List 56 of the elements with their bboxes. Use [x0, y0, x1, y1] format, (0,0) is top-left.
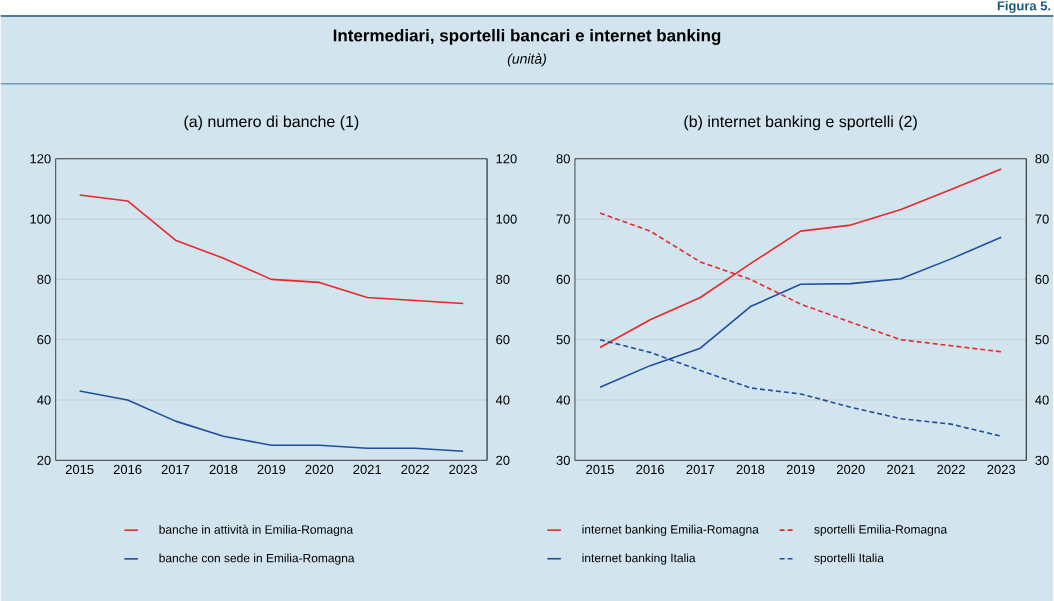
y2-tick-label: 80	[496, 274, 510, 284]
y2-tick-label: 60	[1035, 274, 1049, 284]
y2-tick-label: 40	[1035, 395, 1049, 405]
x-tick-label: 2023	[987, 464, 1016, 474]
x-tick-label: 2021	[353, 464, 382, 474]
y2-tick-label: 30	[1035, 455, 1049, 465]
legend-label: internet banking Italia	[582, 553, 696, 565]
x-tick-label: 2020	[836, 464, 865, 474]
chart-title: (a) numero di banche (1)	[184, 115, 359, 131]
y-tick-label: 120	[30, 154, 51, 164]
x-tick-label: 2022	[401, 464, 429, 474]
y-tick-label: 80	[37, 274, 51, 284]
y-tick-label: 40	[37, 395, 51, 405]
text: Figura 5.	[997, 0, 1051, 13]
y2-tick-label: 120	[496, 154, 517, 164]
y2-tick-label: 70	[1035, 214, 1049, 224]
chart-title: (b) internet banking e sportelli (2)	[684, 115, 917, 131]
x-tick-label: 2017	[161, 464, 190, 474]
x-tick-label: 2019	[786, 464, 815, 474]
x-tick-label: 2016	[636, 464, 665, 474]
legend-label: internet banking Emilia-Romagna	[582, 524, 759, 536]
y-tick-label: 100	[30, 214, 51, 224]
x-tick-label: 2023	[449, 464, 477, 474]
text: Intermediari, sportelli bancari e internet banking	[333, 28, 721, 45]
x-tick-label: 2022	[937, 464, 965, 474]
x-tick-label: 2015	[586, 464, 614, 474]
y-tick-label: 50	[556, 335, 570, 345]
y2-tick-label: 20	[496, 455, 510, 465]
legend-label: banche in attività in Emilia-Romagna	[159, 524, 354, 537]
line-series	[599, 168, 1003, 349]
y-tick-label: 60	[556, 274, 570, 284]
x-tick-label: 2016	[113, 464, 142, 474]
y-tick-label: 20	[37, 455, 51, 465]
y-tick-label: 30	[556, 455, 570, 465]
legend-label: banche con sede in Emilia-Romagna	[159, 553, 355, 565]
x-tick-label: 2017	[686, 464, 715, 474]
x-tick-label: 2018	[209, 464, 238, 474]
y-tick-label: 70	[556, 214, 570, 224]
x-tick-label: 2020	[305, 464, 334, 474]
y2-tick-label: 50	[1035, 335, 1049, 345]
y2-tick-label: 100	[496, 214, 517, 224]
legend-label: sportelli Emilia-Romagna	[814, 524, 948, 536]
x-tick-label: 2021	[887, 464, 915, 474]
y-tick-label: 40	[556, 395, 570, 405]
text: (unità)	[507, 53, 546, 67]
y-tick-label: 80	[556, 154, 570, 164]
y2-tick-label: 60	[496, 335, 510, 345]
legend-label: sportelli Italia	[814, 553, 884, 565]
y-tick-label: 60	[37, 335, 51, 345]
x-tick-label: 2015	[65, 464, 94, 474]
x-tick-label: 2018	[736, 464, 765, 474]
line-series	[78, 390, 464, 453]
y2-tick-label: 40	[495, 395, 510, 405]
line-series	[78, 194, 464, 305]
x-tick-label: 2019	[257, 464, 286, 474]
y2-tick-label: 80	[1035, 154, 1049, 164]
